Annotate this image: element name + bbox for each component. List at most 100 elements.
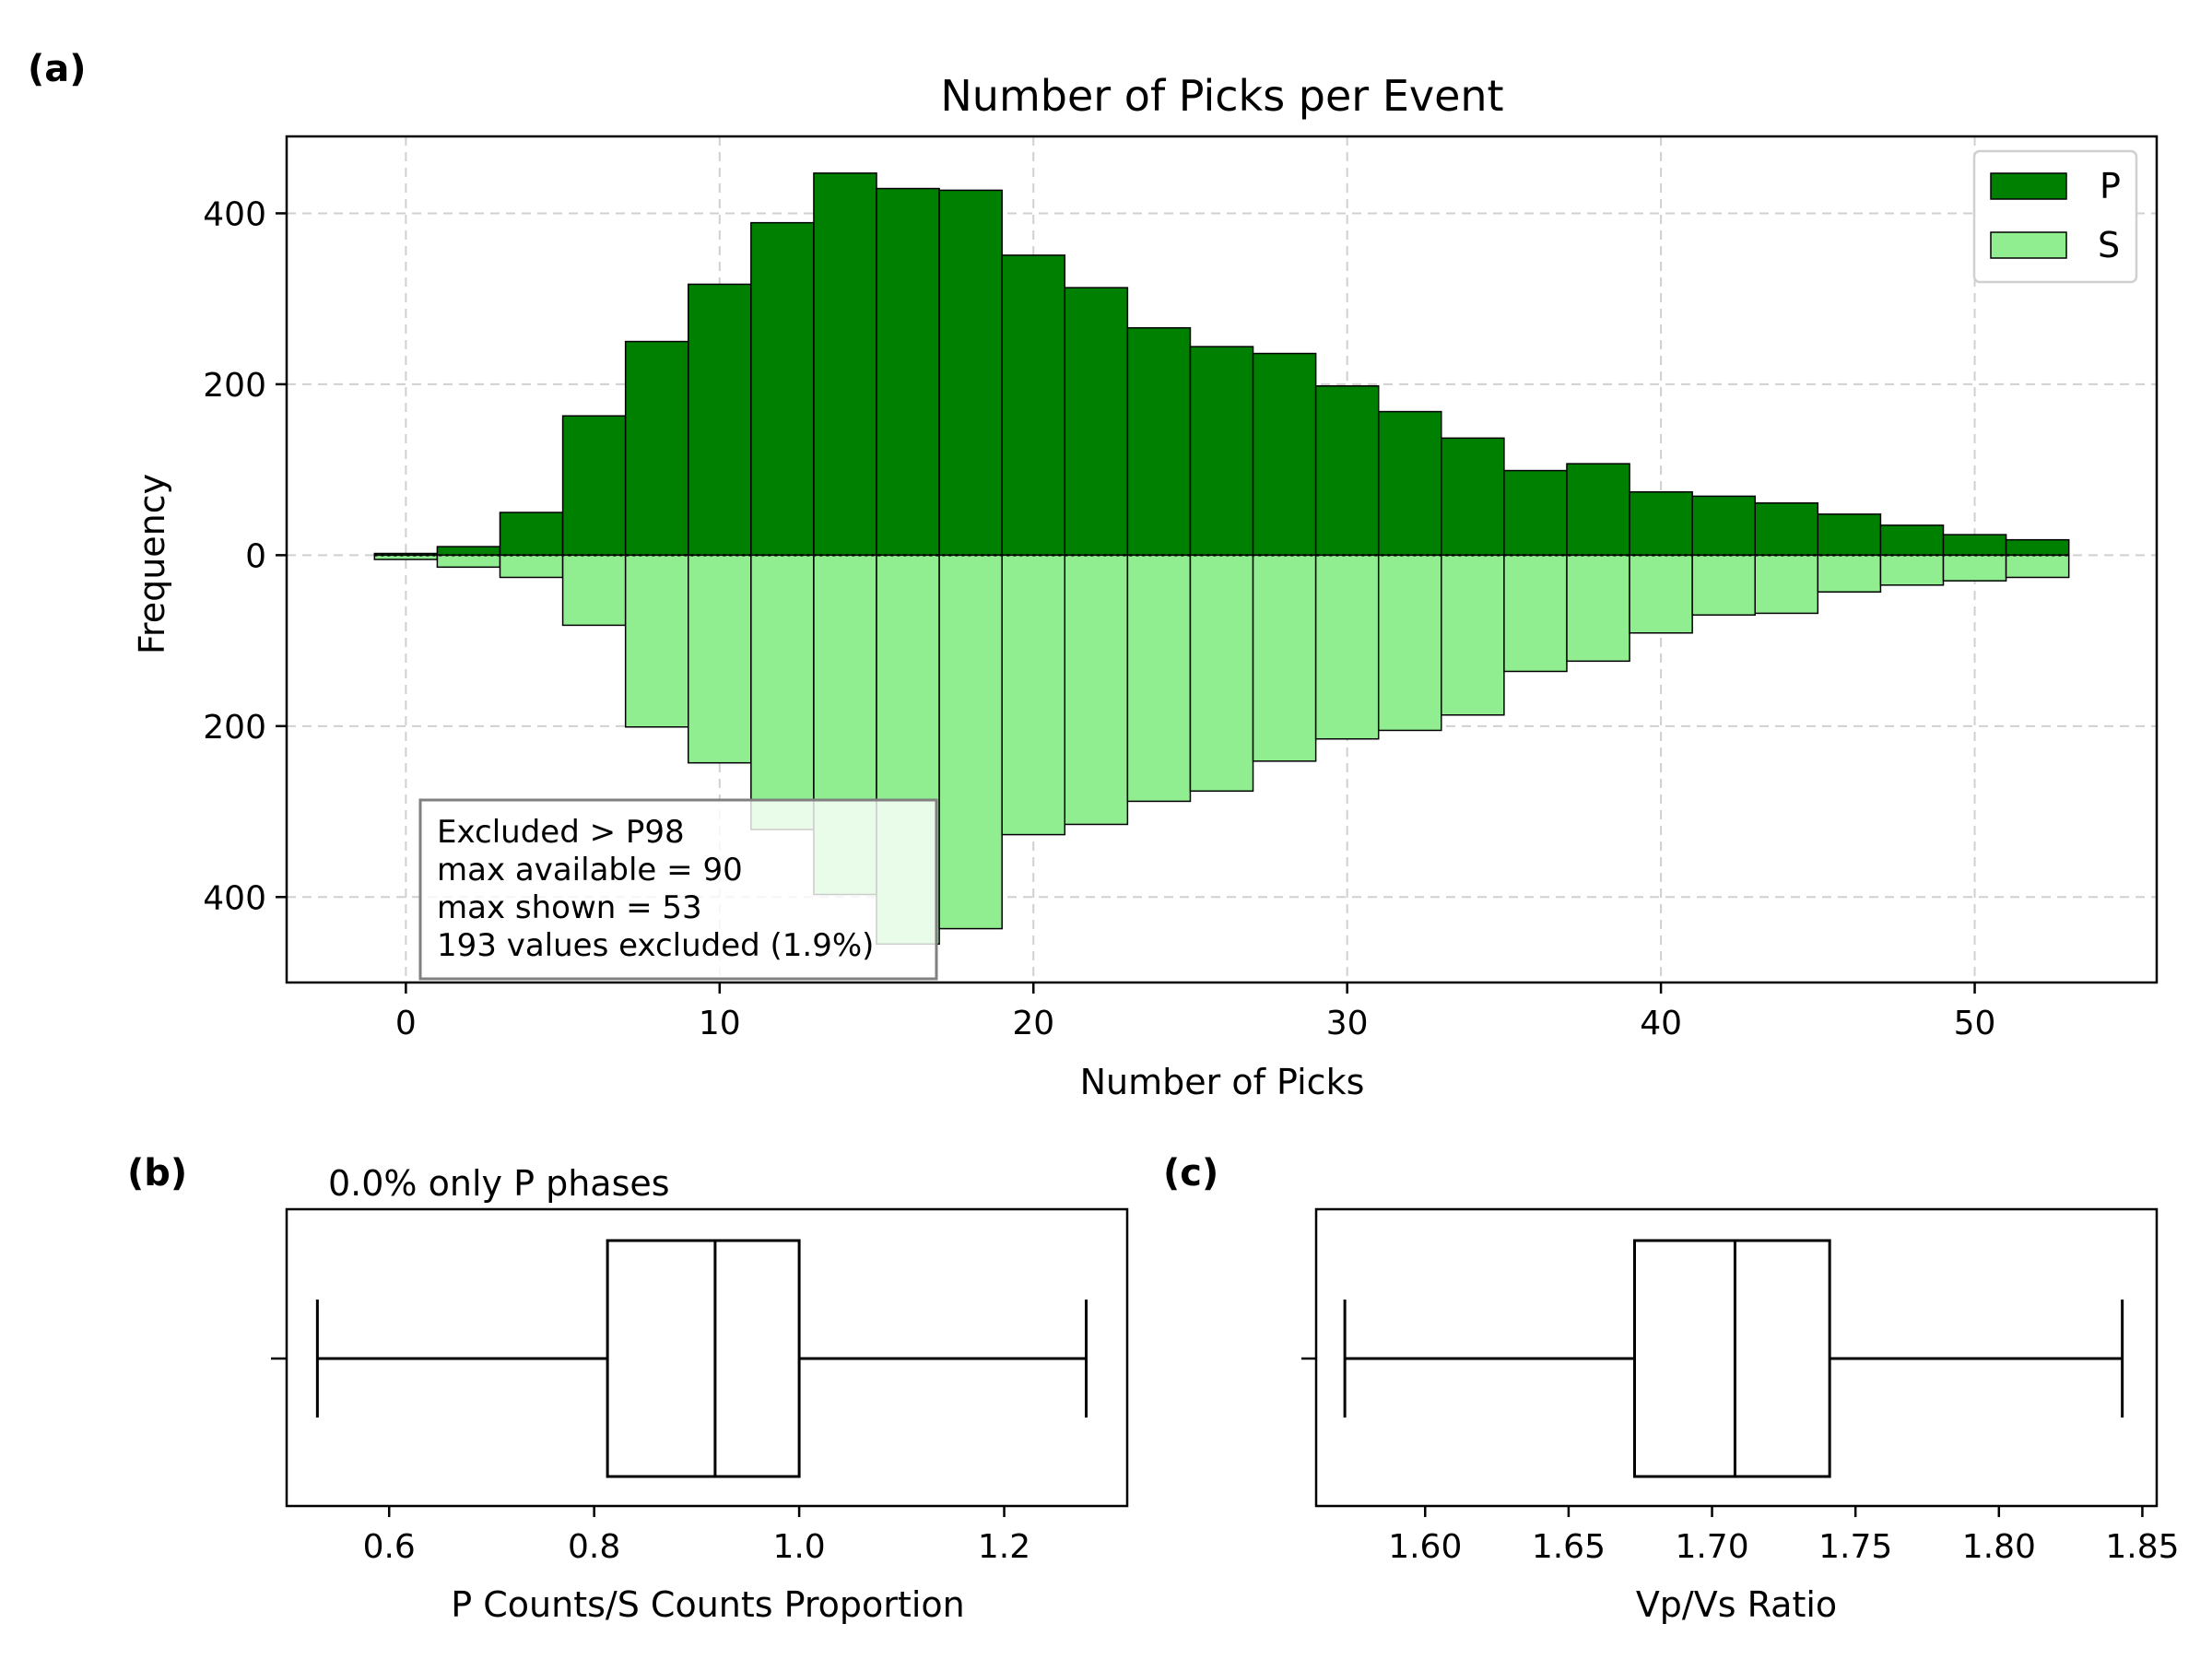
annotation-line-4: 193 values excluded (1.9%) <box>437 927 874 964</box>
bar-s <box>1503 554 1568 673</box>
legend-swatch-p <box>1990 172 2067 200</box>
y-tick-label: 400 <box>203 879 266 917</box>
bar-p <box>1754 502 1819 557</box>
plot-frame-b <box>285 1207 1129 1508</box>
annotation-box <box>418 798 938 981</box>
bar-p <box>1314 385 1380 557</box>
x-ticks-c: 1.60 1.65 1.70 1.75 1.80 1.85 <box>1388 1506 2180 1566</box>
chart-title: Number of Picks per Event <box>940 71 1503 121</box>
panel-label-b: (b) <box>127 1152 187 1194</box>
bar-s <box>1817 554 1882 593</box>
bar-s <box>1189 554 1254 793</box>
iqr-box <box>1633 1239 1831 1478</box>
bar-s <box>688 554 752 764</box>
y-tick-label: 400 <box>203 195 266 233</box>
only-p-phases-note: 0.0% only P phases <box>328 1163 670 1204</box>
legend-label-p: P <box>2100 166 2121 206</box>
bar-s <box>1441 554 1505 716</box>
annotation-line-2: max available = 90 <box>437 852 743 888</box>
x-ticks: 0 10 20 30 40 50 <box>395 982 1996 1042</box>
bar-s <box>1566 554 1630 663</box>
boxplot-panel-c: (c) 1.60 1.65 1.70 1.75 1.80 1.85 Vp/Vs Ratio <box>1163 1152 2180 1625</box>
bar-p <box>876 187 940 557</box>
bar-p <box>1001 254 1066 557</box>
bar-s <box>1064 554 1129 826</box>
bar-s <box>1252 554 1317 762</box>
bar-s <box>561 554 627 627</box>
x-tick-label: 0 <box>395 1005 417 1042</box>
bar-s <box>436 554 501 569</box>
bar-p <box>499 512 564 557</box>
bar-p <box>1126 326 1192 557</box>
x-tick-label: 1.65 <box>1532 1528 1606 1566</box>
bar-s <box>1001 554 1066 836</box>
x-tick-label: 0.8 <box>568 1528 620 1566</box>
bar-s <box>1754 554 1819 615</box>
bar-s <box>1879 554 1945 586</box>
bar-s <box>1942 554 2007 582</box>
bar-p <box>1064 287 1129 557</box>
bar-p <box>1942 534 2007 557</box>
exclusion-annotation: Excluded > P98 max available = 90 max sh… <box>418 798 938 981</box>
y-tick-label: 200 <box>203 367 266 405</box>
x-axis-label-c: Vp/Vs Ratio <box>1636 1584 1837 1625</box>
boxplot-b <box>315 1239 1088 1478</box>
bar-p <box>1691 495 1756 557</box>
y-tick-label: 0 <box>245 537 266 575</box>
bar-s <box>624 554 689 728</box>
bar-s <box>499 554 564 579</box>
bar-p <box>1441 437 1505 557</box>
x-tick-label: 50 <box>1954 1005 1996 1042</box>
histogram-panel: (a) Number of Picks per Event 0 10 20 30 40 5… <box>28 48 2159 1102</box>
legend-swatch-s <box>1990 231 2067 259</box>
bar-p <box>624 340 689 557</box>
y-axis-label: Frequency <box>132 474 172 654</box>
y-ticks: 400 200 0 200 400 <box>203 195 287 917</box>
bar-s <box>938 554 1003 930</box>
bar-p <box>1629 490 1693 557</box>
bar-s <box>1126 554 1192 803</box>
bar-s <box>1629 554 1693 634</box>
x-tick-label: 1.70 <box>1675 1528 1748 1566</box>
x-tick-label: 1.60 <box>1388 1528 1462 1566</box>
bar-p <box>436 546 501 557</box>
bar-p <box>750 221 815 557</box>
bar-p <box>2005 538 2070 557</box>
bar-p <box>813 172 877 557</box>
x-tick-label: 10 <box>699 1005 741 1042</box>
boxplot-panel-b: (b) 0.0% only P phases 0.6 0.8 1.0 1.2 P Co… <box>127 1152 1129 1625</box>
bar-s <box>2005 554 2070 579</box>
x-tick-label: 1.85 <box>2105 1528 2179 1566</box>
x-tick-label: 40 <box>1640 1005 1682 1042</box>
panel-label-c: (c) <box>1163 1152 1218 1194</box>
bar-s <box>750 554 815 830</box>
annotation-line-1: Excluded > P98 <box>437 814 685 851</box>
bar-p <box>1566 463 1630 557</box>
bar-p <box>938 189 1003 557</box>
x-tick-label: 1.75 <box>1818 1528 1892 1566</box>
bar-s <box>1314 554 1380 740</box>
bar-p <box>1503 469 1568 557</box>
legend-label-s: S <box>2098 225 2120 265</box>
bar-p <box>688 283 752 557</box>
panel-label-a: (a) <box>28 48 87 90</box>
legend: P S <box>1972 149 2138 284</box>
bars <box>373 172 2070 946</box>
x-tick-label: 1.2 <box>978 1528 1030 1566</box>
boxplot-c <box>1343 1239 2124 1478</box>
x-tick-label: 20 <box>1012 1005 1054 1042</box>
x-axis-label: Number of Picks <box>1080 1062 1365 1102</box>
x-ticks-b: 0.6 0.8 1.0 1.2 <box>363 1506 1030 1566</box>
y-tick-label: 200 <box>203 709 266 747</box>
bar-p <box>1189 346 1254 557</box>
x-tick-label: 1.80 <box>1962 1528 2036 1566</box>
x-axis-label-b: P Counts/S Counts Proportion <box>451 1584 964 1625</box>
x-tick-label: 30 <box>1326 1005 1369 1042</box>
annotation-line-3: max shown = 53 <box>437 889 702 926</box>
x-tick-label: 0.6 <box>363 1528 416 1566</box>
bar-p <box>1377 410 1442 557</box>
plot-frame <box>285 135 2159 984</box>
bar-s <box>1691 554 1756 617</box>
x-tick-label: 1.0 <box>772 1528 825 1566</box>
